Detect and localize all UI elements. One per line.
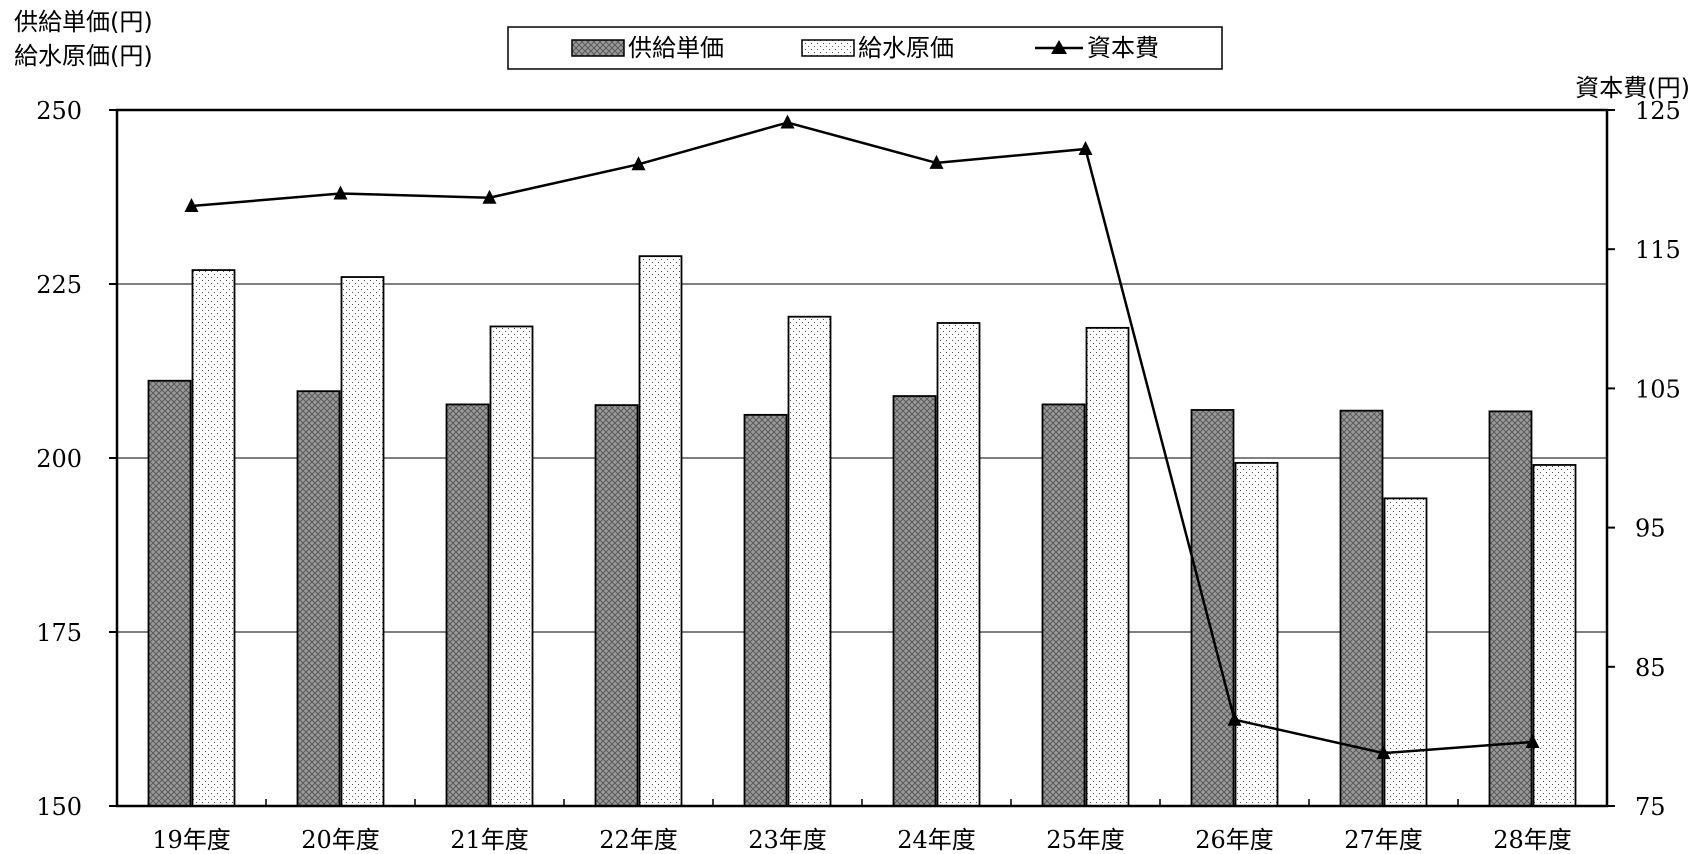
capital-cost-point [333,185,348,200]
bar-water-cost [489,325,534,807]
right-tick-label: 115 [1635,236,1681,264]
legend-label-water-cost: 給水原価 [858,34,954,62]
legend-frame [507,26,1223,70]
x-tick-labels: 19年度 20年度 21年度 22年度 23年度 24年度 25年度 26年度 27年度 28年度 [152,799,1572,854]
right-tick-label: 85 [1635,654,1666,682]
bar-supply-price [445,403,490,807]
left-tick-label: 225 [36,271,82,299]
right-tick-label: 105 [1635,375,1681,403]
legend-swatch-water-cost [801,39,855,57]
left-tick-label: 175 [36,619,82,647]
capital-cost-point [482,189,497,204]
bar-water-cost [638,255,683,807]
right-tick-label: 125 [1635,97,1681,125]
left-tick-label: 150 [36,793,82,821]
legend: 供給単価 給水原価 資本費 [507,26,1223,70]
bar-supply-price [1488,410,1533,807]
x-tick-label: 19年度 [152,826,231,854]
capital-cost-point [631,156,646,171]
bar-water-cost [1532,464,1577,807]
capital-cost-point [184,198,199,213]
bar-water-cost [936,322,981,807]
capital-cost-point [780,114,795,129]
bar-supply-price [1041,403,1086,807]
legend-marker-capital-cost [1051,40,1067,54]
right-tick-label: 75 [1635,793,1666,821]
bar-water-cost [1383,497,1428,807]
x-tick-label: 24年度 [897,826,976,854]
right-tick-labels: 75 85 95 105 115 125 [1607,97,1681,821]
bar-supply-price [1190,409,1235,807]
bar-supply-price [147,379,192,807]
ylabel-left-line1: 供給単価(円) [14,8,153,36]
legend-swatch-supply-price [571,39,625,57]
capital-cost-line [191,121,1533,755]
x-tick-label: 22年度 [599,826,678,854]
bar-water-cost [191,269,236,807]
capital-cost-line-layer [184,114,1540,760]
x-tick-label: 26年度 [1195,826,1274,854]
capital-cost-point [929,154,944,169]
x-tick-label: 27年度 [1344,826,1423,854]
bar-supply-price [892,395,937,807]
x-tick-label: 20年度 [301,826,380,854]
ylabel-right: 資本費(円) [1575,74,1690,102]
capital-cost-point [1227,711,1242,726]
bar-water-cost [1234,461,1279,807]
x-tick-label: 28年度 [1493,826,1572,854]
left-tick-label: 250 [36,97,82,125]
legend-label-capital-cost: 資本費 [1087,34,1159,62]
left-tick-label: 200 [36,445,82,473]
bar-supply-price [1339,409,1384,807]
bar-water-cost [787,315,832,807]
bar-water-cost [340,276,385,807]
bar-supply-price [594,404,639,807]
gridlines [117,283,1607,633]
left-tick-labels: 150 175 200 225 250 [36,97,117,821]
bars [147,255,1577,807]
bar-supply-price [296,390,341,807]
x-tick-label: 25年度 [1046,826,1125,854]
capital-cost-point [1078,140,1093,155]
bar-supply-price [743,413,788,807]
right-tick-label: 95 [1635,515,1666,543]
x-tick-label: 23年度 [748,826,827,854]
ylabel-left-line2: 給水原価(円) [14,42,153,70]
legend-label-supply-price: 供給単価 [628,34,724,62]
capital-cost-point [1525,733,1540,748]
x-tick-label: 21年度 [450,826,529,854]
capital-cost-point [1376,745,1391,760]
bar-water-cost [1085,326,1130,807]
